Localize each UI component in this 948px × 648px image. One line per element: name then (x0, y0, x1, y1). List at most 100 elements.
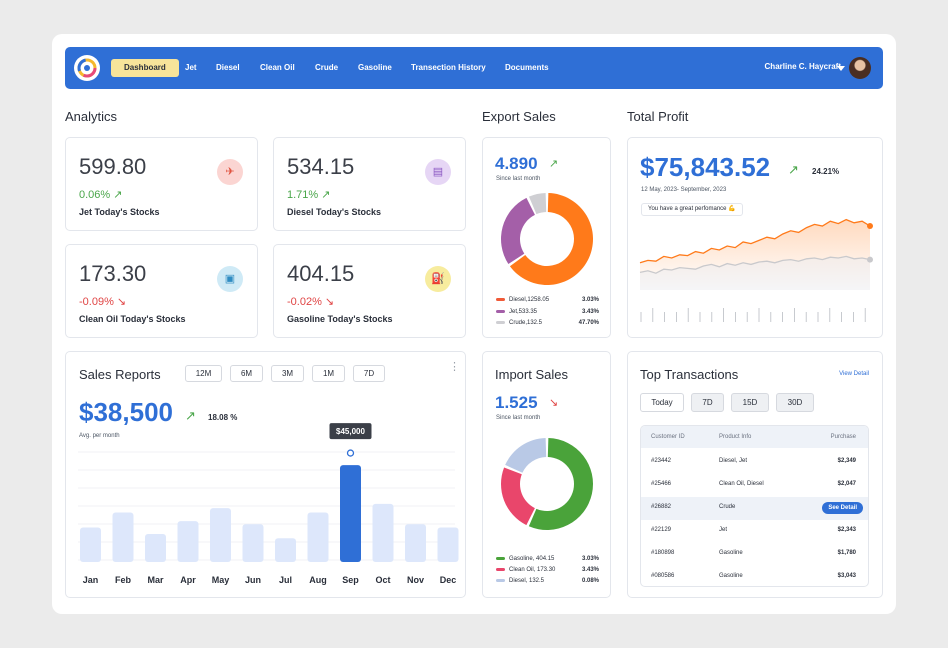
filter-7d-button[interactable]: 7D (353, 365, 385, 382)
trend-up-icon: ↗ (321, 189, 331, 201)
table-row-purchase: $2,343 (837, 527, 856, 533)
bar-feb[interactable] (112, 512, 134, 562)
filter-6m-button[interactable]: 6M (230, 365, 263, 382)
legend-value: 47.70% (578, 320, 599, 326)
stat-change: 0.06% ↗ (79, 189, 123, 201)
stat-change: -0.02% ↘ (287, 296, 335, 308)
x-tick-label: Jun (245, 575, 261, 585)
legend-item: Gasoline, 404.15 (496, 556, 554, 562)
trend-down-icon: ↘ (549, 397, 559, 409)
baseline-area (640, 256, 870, 290)
table-row-highlight[interactable] (641, 497, 868, 520)
table-row-product: Crude (719, 504, 736, 510)
filter-12m-button[interactable]: 12M (185, 365, 222, 382)
profit-line (639, 218, 871, 264)
legend-value: 0.08% (581, 578, 599, 584)
donut-slice-diesel[interactable] (505, 438, 547, 473)
donut-slice-gasoline[interactable] (528, 438, 593, 530)
top-transactions-title: Top Transactions (640, 367, 739, 382)
sales-reports-title: Sales Reports (79, 367, 161, 382)
trend-down-icon: ↘ (324, 296, 335, 308)
x-tick-label: Dec (440, 575, 457, 585)
table-row-purchase: $1,780 (837, 550, 856, 556)
top-nav: Dashboard Jet Diesel Clean Oil Crude Gas… (65, 47, 883, 89)
donut-slice-clean-oil[interactable] (501, 467, 535, 526)
stat-value: 404.15 (287, 261, 355, 286)
import-sales-title: Import Sales (495, 367, 568, 382)
filter-15d-button[interactable]: 15D (731, 393, 769, 412)
legend-item: Diesel, 132.5 (496, 578, 544, 584)
bar-jul[interactable] (275, 538, 296, 562)
filter-7d-button[interactable]: 7D (691, 393, 724, 412)
avatar[interactable] (849, 57, 871, 79)
legend-value: 3.43% (581, 309, 599, 315)
stat-label: Diesel Today's Stocks (287, 207, 382, 217)
legend-value: 3.03% (581, 297, 599, 303)
bar-dec[interactable] (437, 527, 459, 562)
endpoint-dot (867, 223, 873, 229)
donut-slice-crude[interactable] (528, 193, 547, 215)
stat-card-diesel[interactable]: 534.15 1.71% ↗ Diesel Today's Stocks ▤ (273, 137, 466, 231)
table-row-purchase: $2,349 (837, 458, 856, 464)
see-detail-button[interactable]: See Detail (822, 502, 863, 514)
bar-sep[interactable] (340, 465, 361, 562)
bar-jun[interactable] (242, 524, 264, 562)
bar-mar[interactable] (145, 534, 166, 562)
view-detail-link[interactable]: View Detail (839, 371, 869, 377)
bar-nov[interactable] (405, 524, 426, 562)
table-row-id: #22129 (651, 527, 672, 533)
sales-reports-card: Sales Reports 12M 6M 3M 1M 7D ⋮ $38,500 … (65, 351, 466, 598)
nav-dashboard[interactable]: Dashboard (111, 59, 179, 77)
bar-may[interactable] (210, 508, 231, 562)
filter-today-button[interactable]: Today (640, 393, 684, 412)
stat-value: 534.15 (287, 154, 355, 179)
bar-apr[interactable] (177, 521, 199, 562)
table-row-purchase: $2,047 (837, 481, 856, 487)
performance-note: You have a great perfomance 💪 (641, 203, 743, 216)
stat-label: Jet Today's Stocks (79, 207, 160, 217)
x-tick-label: Nov (407, 575, 424, 585)
more-options-icon[interactable]: ⋮ (449, 361, 460, 373)
filter-1m-button[interactable]: 1M (312, 365, 345, 382)
tooltip-box (329, 423, 372, 440)
baseline-line (639, 255, 871, 274)
table-header (641, 426, 868, 448)
fuel-pump-icon: ⛽ (425, 266, 451, 292)
logo-icon (77, 58, 97, 78)
stat-card-jet[interactable]: 599.80 0.06% ↗ Jet Today's Stocks ✈ (65, 137, 258, 231)
filter-3m-button[interactable]: 3M (271, 365, 304, 382)
trend-up-icon: ↗ (788, 162, 799, 177)
app-logo[interactable] (74, 55, 100, 81)
bar-oct[interactable] (372, 503, 394, 562)
table-row-product: Clean Oil, Diesel (719, 481, 764, 487)
import-sales-sub: Since last month (496, 415, 541, 421)
stat-value: 599.80 (79, 154, 147, 179)
stat-card-clean-oil[interactable]: 173.30 -0.09% ↘ Clean Oil Today's Stocks… (65, 244, 258, 338)
calendar-icon: ▣ (217, 266, 243, 292)
nav-diesel[interactable]: Diesel (216, 63, 240, 72)
nav-crude[interactable]: Crude (315, 63, 339, 72)
donut-slice-jet[interactable] (501, 197, 535, 264)
trend-up-icon: ↗ (113, 189, 123, 201)
import-sales-value: 1.525 (495, 393, 538, 412)
nav-clean-oil[interactable]: Clean Oil (260, 63, 295, 72)
nav-documents[interactable]: Documents (505, 63, 549, 72)
x-tick-label: Jul (279, 575, 292, 585)
donut-slice-diesel[interactable] (509, 193, 593, 285)
stat-card-gasoline[interactable]: 404.15 -0.02% ↘ Gasoline Today's Stocks … (273, 244, 466, 338)
nav-jet[interactable]: Jet (185, 63, 197, 72)
total-profit-range: 12 May, 2023- September, 2023 (641, 187, 727, 193)
chevron-down-icon[interactable] (837, 66, 845, 71)
user-name[interactable]: Charline C. Haycraft (764, 62, 841, 71)
export-sales-sub: Since last month (496, 176, 541, 182)
nav-gasoline[interactable]: Gasoline (358, 63, 392, 72)
column-product-info: Product Info (719, 434, 752, 440)
nav-transection-history[interactable]: Transection History (411, 63, 486, 72)
bar-jan[interactable] (80, 527, 101, 562)
legend-value: 3.43% (581, 567, 599, 573)
bar-aug[interactable] (307, 512, 329, 562)
filter-30d-button[interactable]: 30D (776, 393, 814, 412)
table-row-id: #080586 (651, 573, 675, 579)
total-profit-chart (639, 218, 873, 322)
export-sales-card: 4.890 ↗ Since last month Diesel,1258.05 … (482, 137, 611, 338)
